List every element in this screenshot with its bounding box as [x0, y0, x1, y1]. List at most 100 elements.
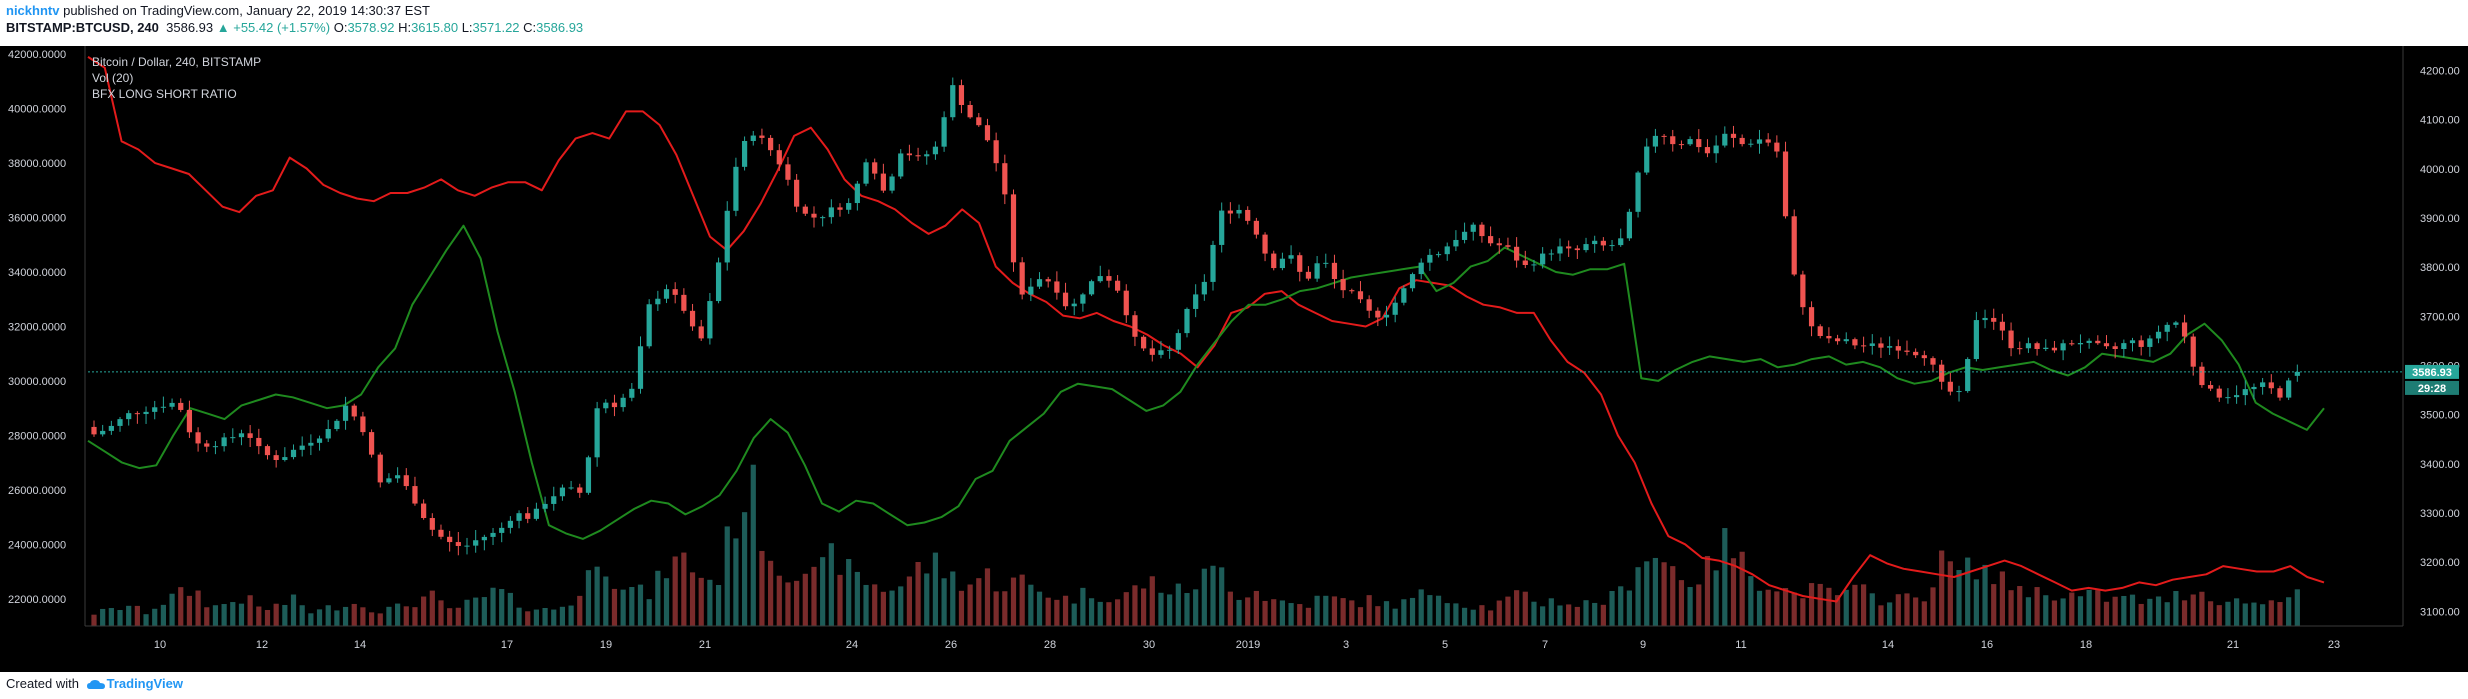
- open-value: 3578.92: [347, 20, 395, 35]
- volume-bar: [967, 584, 973, 626]
- candle-body: [1583, 244, 1589, 251]
- candle-body: [1288, 255, 1294, 259]
- volume-bar: [1010, 577, 1017, 626]
- publish-info: nickhntv published on TradingView.com, J…: [6, 3, 430, 19]
- volume-bar: [299, 605, 305, 626]
- volume-bar: [1670, 566, 1676, 626]
- candle-body: [1748, 143, 1754, 145]
- volume-bar: [2260, 604, 2266, 626]
- candle-body: [837, 207, 843, 210]
- volume-bar: [91, 614, 97, 626]
- time-axis[interactable]: 10 12 14 17 19 21 24 26 28 30 2019 3 5 7 9 11 14 16 18 21 23: [154, 639, 2340, 651]
- volume-bar: [342, 606, 349, 626]
- volume-bar: [1123, 592, 1129, 626]
- volume-bar: [1930, 587, 1936, 626]
- legend-volume[interactable]: Vol (20): [92, 71, 133, 85]
- author-link[interactable]: nickhntv: [6, 3, 60, 18]
- candle-body: [1860, 345, 1867, 347]
- candle-body: [1019, 262, 1025, 295]
- volume-bar: [1297, 604, 1303, 626]
- volume-bar: [1540, 606, 1546, 626]
- right-axis[interactable]: 3100.003200.003300.003400.003500.003600.…: [2420, 66, 2460, 619]
- volume-bar: [585, 570, 592, 626]
- candle-body: [421, 503, 427, 519]
- candle-body: [1062, 292, 1069, 307]
- candle-body: [1670, 136, 1676, 145]
- candle-body: [1566, 246, 1572, 249]
- published-text: published on TradingView.com, January 22…: [63, 3, 430, 18]
- chart-canvas[interactable]: 22000.0000 24000.0000 26000.0000 28000.0000…: [0, 46, 2468, 672]
- low-value: 3571.22: [472, 20, 520, 35]
- close-label: C:: [523, 20, 537, 35]
- volume-bar: [1097, 601, 1103, 626]
- candle-body: [1349, 290, 1355, 292]
- time-tick-label: 11: [1735, 639, 1746, 651]
- volume-bar: [863, 584, 869, 626]
- candle-body: [1574, 248, 1580, 251]
- right-tick-label: 3900.00: [2420, 213, 2460, 225]
- volume-bar: [603, 576, 609, 626]
- candle-body: [1687, 139, 1693, 145]
- volume-bar: [1002, 591, 1008, 626]
- volume-bar: [1210, 565, 1216, 626]
- volume-bar: [438, 600, 444, 626]
- symbol: BITSTAMP:BTCUSD, 240: [6, 20, 159, 35]
- candle-body: [499, 527, 505, 533]
- volume-bar: [464, 599, 470, 626]
- legend-title[interactable]: Bitcoin / Dollar, 240, BITSTAMP: [92, 55, 261, 69]
- volume-bar: [1201, 568, 1207, 626]
- volume-bar: [2051, 600, 2058, 626]
- volume-bar: [221, 604, 227, 626]
- candle-body: [1132, 315, 1138, 337]
- volume-bar: [2294, 589, 2300, 626]
- candle-body: [1201, 281, 1207, 295]
- left-tick-label: 34000.0000: [8, 267, 66, 279]
- volume-bar: [1739, 551, 1745, 626]
- volume-bar: [1947, 561, 1953, 626]
- volume-bar: [568, 605, 574, 626]
- candle-body: [1219, 210, 1225, 245]
- candle-body: [846, 203, 852, 210]
- volume-bar: [2181, 600, 2188, 626]
- volume-bar: [828, 543, 834, 626]
- candle-body: [2173, 322, 2179, 325]
- volume-bar: [1661, 562, 1667, 626]
- candle-body: [325, 429, 331, 439]
- volume-bar: [2234, 598, 2240, 626]
- volume-bar: [577, 595, 583, 626]
- candle-body: [958, 85, 965, 106]
- candle-body: [1999, 321, 2005, 331]
- time-tick-label: 24: [846, 639, 858, 651]
- candle-body: [152, 407, 158, 412]
- candle-body: [1947, 381, 1953, 392]
- volume-bar: [1184, 593, 1190, 626]
- volume-bar: [195, 590, 201, 626]
- last-price: 3586.93: [166, 20, 214, 35]
- volume-bar: [1756, 590, 1763, 626]
- legend-ratio[interactable]: BFX LONG SHORT RATIO: [92, 87, 237, 101]
- volume-bar: [178, 587, 184, 626]
- left-axis[interactable]: 22000.0000 24000.0000 26000.0000 28000.0000…: [8, 49, 66, 606]
- volume-bar: [655, 570, 661, 626]
- volume-bar: [629, 587, 635, 626]
- volume-bar: [230, 602, 236, 626]
- candle-body: [473, 540, 479, 546]
- low-label: L:: [461, 20, 473, 35]
- right-tick-label: 3300.00: [2420, 508, 2460, 520]
- volume-bar: [1392, 608, 1398, 626]
- candle-body: [637, 346, 644, 389]
- volume-bar: [1401, 599, 1407, 626]
- volume-bar: [1566, 604, 1572, 626]
- candle-body: [2095, 340, 2101, 344]
- right-tick-label: 3800.00: [2420, 262, 2460, 274]
- candle-body: [2025, 343, 2032, 349]
- candle-body: [1193, 294, 1199, 309]
- volume-bar: [1921, 601, 1927, 626]
- volume-bar: [256, 606, 262, 626]
- left-tick-label: 28000.0000: [8, 430, 66, 442]
- volume-bar: [1878, 605, 1884, 626]
- candle-body: [1852, 339, 1858, 346]
- candle-body: [603, 402, 609, 409]
- tradingview-link[interactable]: TradingView: [106, 676, 183, 691]
- candle-body: [1644, 146, 1650, 173]
